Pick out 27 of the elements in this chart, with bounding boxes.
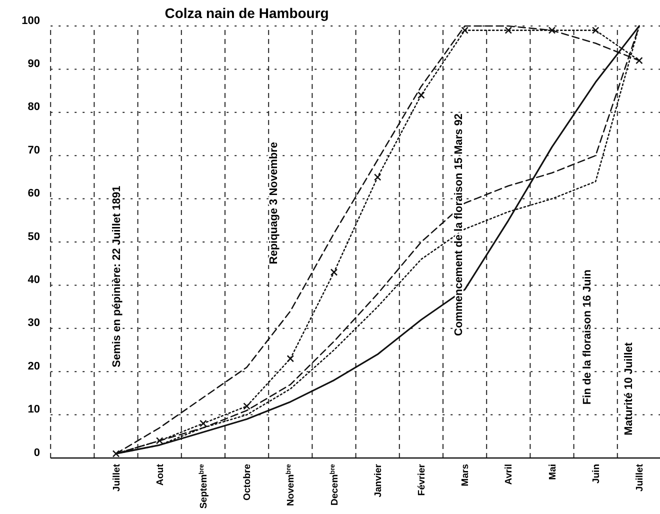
x-tick-label: Juillet (111, 463, 122, 492)
x-tick-label: Février (416, 464, 428, 496)
x-tick-label: Janvier (372, 464, 384, 498)
x-tick-label: Juin (590, 464, 602, 484)
x-tick-label: Avril (504, 464, 515, 485)
chart-title: Colza nain de Hambourg (164, 5, 329, 21)
y-tick-label: 80 (28, 101, 40, 114)
annotation: Maturité 10 Juillet (623, 342, 636, 436)
annotation: Fin de la floraison 16 Juin (582, 269, 594, 405)
annotation: Commencement de la floraison 15 Mars 92 (453, 113, 466, 336)
x-tick-label: Juillet (634, 463, 646, 492)
y-tick-label: 10 (28, 404, 40, 416)
y-tick-label: 60 (28, 188, 40, 200)
y-tick-label: 20 (28, 360, 40, 372)
y-tick-label: 40 (28, 274, 40, 286)
y-tick-label: 30 (28, 317, 40, 330)
y-tick-label: 50 (28, 230, 40, 243)
annotation: Semis en pépinière: 22 Juillet 1891 (110, 186, 123, 368)
y-tick-label: 100 (22, 14, 40, 27)
y-tick-label: 70 (28, 144, 40, 156)
x-tick-label: Mars (460, 464, 472, 486)
annotation: Repiquage 3 Novembre (268, 142, 280, 264)
x-tick-label: Mai (547, 464, 558, 480)
x-tick-label: Aout (154, 463, 166, 486)
x-tick-label: Octobre (242, 464, 254, 500)
y-tick-label: 0 (34, 446, 40, 459)
y-tick-label: 90 (28, 58, 40, 70)
